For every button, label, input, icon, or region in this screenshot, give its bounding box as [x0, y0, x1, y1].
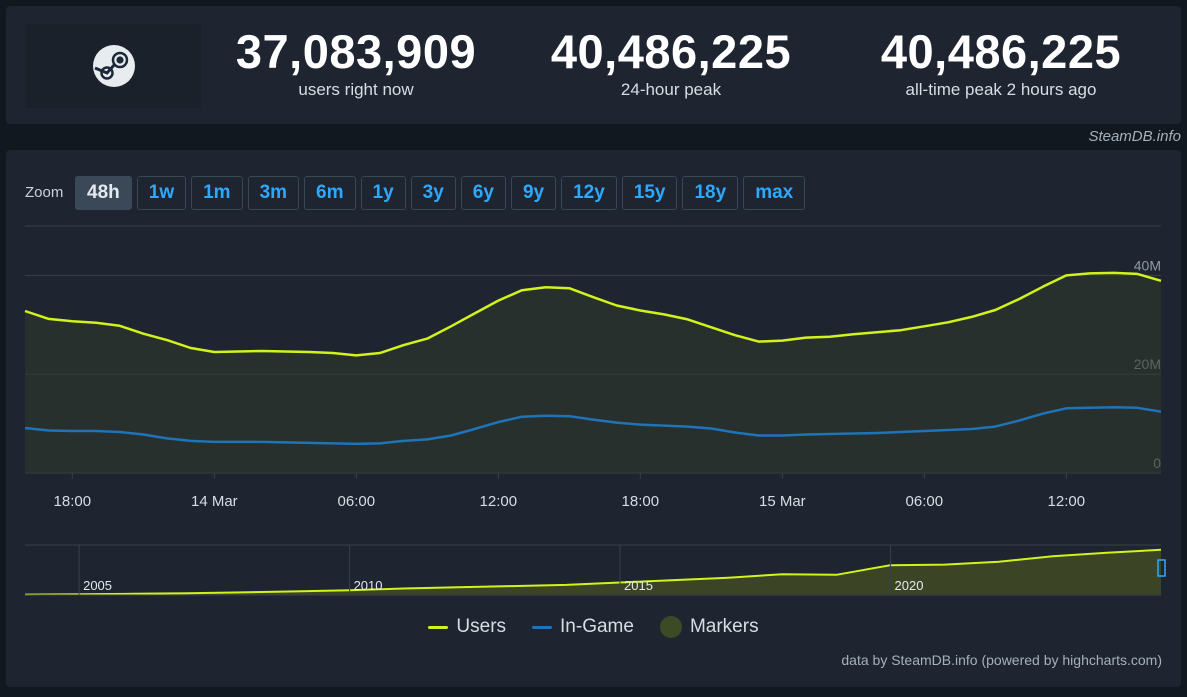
- stat-users-now: 37,083,909 users right now: [226, 26, 486, 100]
- zoom-button-3m[interactable]: 3m: [247, 176, 300, 210]
- chart-panel: Zoom 48h 1w 1m 3m 6m 1y 3y 6y 9y 12y 15y 18y max 40M…: [6, 150, 1181, 687]
- navigator-tick-label: 2015: [624, 578, 653, 593]
- legend-label: Markers: [689, 616, 759, 637]
- stat-24h-peak-value: 40,486,225: [550, 25, 792, 78]
- x-tick-label: 18:00: [54, 493, 92, 510]
- y-tick-label: 40M: [1134, 257, 1161, 273]
- legend-item-markers[interactable]: Markers: [659, 616, 759, 638]
- x-tick-label: 06:00: [338, 493, 376, 510]
- legend-item-in-game[interactable]: In-Game: [532, 616, 634, 638]
- zoom-button-12y[interactable]: 12y: [561, 176, 617, 210]
- zoom-button-18y[interactable]: 18y: [682, 176, 739, 210]
- legend-swatch: [659, 616, 682, 638]
- steam-logo-box: [26, 24, 201, 108]
- stat-users-now-value: 37,083,909: [235, 25, 477, 78]
- navigator-line: [24, 548, 1162, 596]
- stat-all-time-peak-label: all-time peak 2 hours ago: [905, 80, 1097, 99]
- zoom-button-15y[interactable]: 15y: [621, 176, 678, 210]
- stat-24h-peak: 40,486,225 24-hour peak: [541, 26, 801, 100]
- navigator-tick-label: 2020: [895, 578, 924, 593]
- x-tick-label: 14 Mar: [191, 493, 238, 510]
- x-tick-label: 18:00: [622, 493, 660, 510]
- zoom-button-3y[interactable]: 3y: [410, 176, 456, 210]
- stats-bar: 37,083,909 users right now 40,486,225 24…: [6, 6, 1181, 124]
- chart-legend: Users In-Game Markers: [6, 616, 1181, 638]
- stat-all-time-peak: 40,486,225 all-time peak 2 hours ago: [851, 26, 1151, 100]
- stat-all-time-peak-value: 40,486,225: [880, 25, 1122, 78]
- stat-24h-peak-label: 24-hour peak: [620, 80, 722, 99]
- navigator-handle[interactable]: [1157, 559, 1166, 577]
- navigator-tick-label: 2010: [354, 578, 383, 593]
- legend-swatch: [532, 625, 553, 629]
- zoom-button-1w[interactable]: 1w: [136, 176, 187, 210]
- zoom-label: Zoom: [25, 184, 64, 201]
- users-area: [25, 272, 1161, 473]
- legend-label: In-Game: [560, 616, 634, 637]
- x-tick-label: 12:00: [1048, 493, 1086, 510]
- legend-swatch: [428, 625, 449, 629]
- steamdb-credit-link[interactable]: SteamDB.info: [1088, 128, 1181, 145]
- highcharts-credit-link[interactable]: data by SteamDB.info (powered by highcha…: [841, 652, 1162, 668]
- x-tick-label: 12:00: [480, 493, 518, 510]
- stat-users-now-label: users right now: [298, 80, 414, 99]
- navigator-tick-label: 2005: [83, 578, 112, 593]
- series-line-in-game: [24, 406, 1162, 446]
- navigator-area: [25, 549, 1161, 595]
- zoom-button-1m[interactable]: 1m: [191, 176, 243, 210]
- zoom-button-6y[interactable]: 6y: [460, 176, 506, 210]
- legend-label: Users: [456, 616, 507, 637]
- zoom-button-group: 48h 1w 1m 3m 6m 1y 3y 6y 9y 12y 15y 18y max: [75, 176, 806, 210]
- zoom-button-48h[interactable]: 48h: [75, 176, 132, 210]
- zoom-button-1y[interactable]: 1y: [360, 176, 406, 210]
- zoom-button-6m[interactable]: 6m: [304, 176, 356, 210]
- legend-item-users[interactable]: Users: [428, 616, 506, 638]
- steam-logo-icon: [92, 45, 135, 87]
- zoom-button-9y[interactable]: 9y: [510, 176, 557, 210]
- x-tick-label: 15 Mar: [759, 493, 806, 510]
- zoom-button-max[interactable]: max: [743, 176, 806, 210]
- x-tick-label: 06:00: [906, 493, 944, 510]
- series-line-users: [24, 271, 1162, 357]
